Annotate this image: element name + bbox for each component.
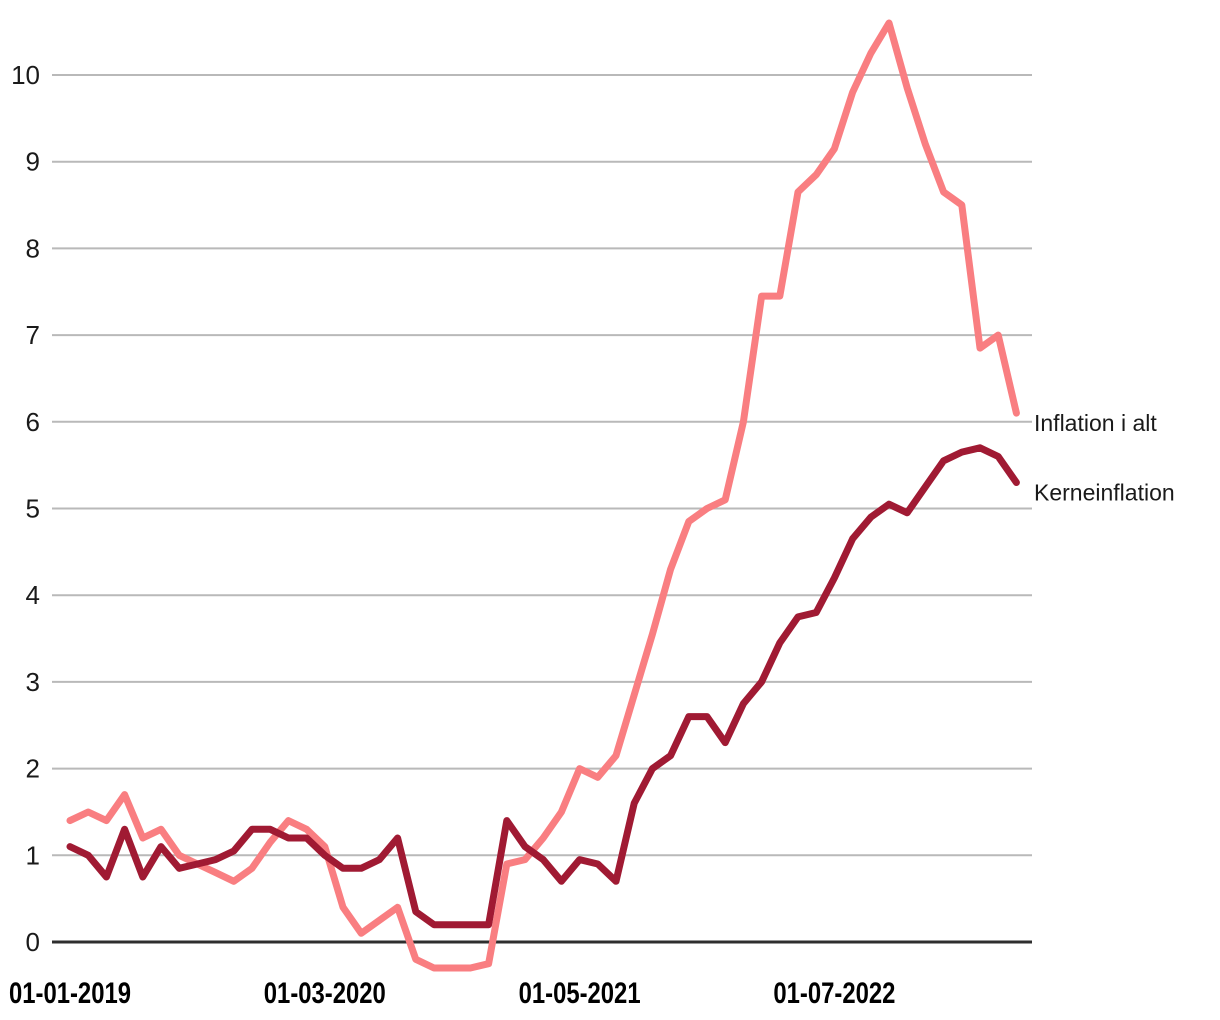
x-tick-label-01-05-2021: 01-05-2021 — [519, 977, 641, 1010]
series-line-inflation-i-alt — [66, 19, 1020, 972]
y-tick-label-8: 8 — [26, 233, 40, 263]
gridlines-group — [52, 74, 1032, 944]
y-tick-label-0: 0 — [26, 927, 40, 957]
y-tick-label-4: 4 — [26, 580, 40, 610]
y-tick-label-5: 5 — [26, 494, 40, 524]
y-tick-label-2: 2 — [26, 754, 40, 784]
series-end-label-inflation-i-alt: Inflation i alt — [1034, 410, 1157, 436]
y-tick-label-9: 9 — [26, 147, 40, 177]
y-tick-label-3: 3 — [26, 667, 40, 697]
x-tick-label-01-01-2019: 01-01-2019 — [9, 977, 131, 1010]
series-end-label-kerneinflation: Kerneinflation — [1034, 479, 1175, 505]
x-axis-labels-group: 01-01-2019 01-03-2020 01-05-2021 01-07-2022 — [9, 977, 895, 1010]
y-tick-label-7: 7 — [26, 320, 40, 350]
y-axis-labels-group: 0 1 2 3 4 5 6 7 8 9 10 — [11, 60, 40, 957]
y-tick-label-10: 10 — [11, 60, 40, 90]
series-line-kerneinflation — [66, 444, 1020, 929]
x-tick-label-01-03-2020: 01-03-2020 — [264, 977, 386, 1010]
x-tick-label-01-07-2022: 01-07-2022 — [773, 977, 895, 1010]
y-tick-label-6: 6 — [26, 407, 40, 437]
series-end-labels-group: Inflation i alt Kerneinflation — [1034, 410, 1175, 505]
series-lines-group — [66, 19, 1020, 972]
y-tick-label-1: 1 — [26, 840, 40, 870]
